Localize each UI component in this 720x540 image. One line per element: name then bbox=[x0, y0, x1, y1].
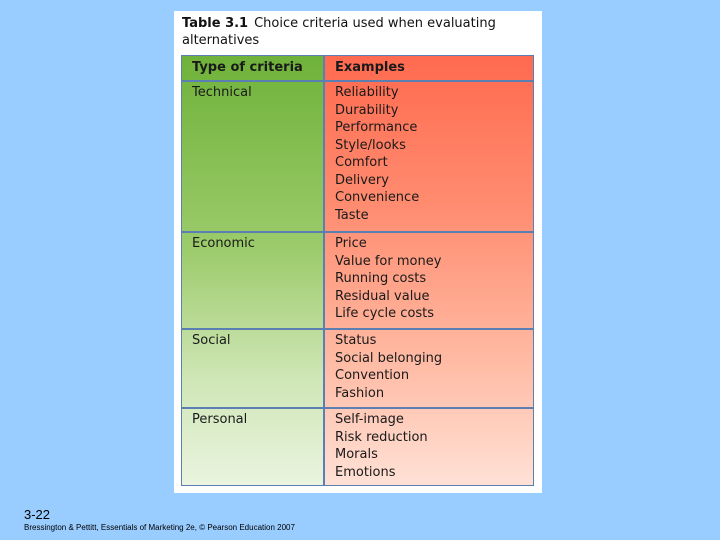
example-item: Delivery bbox=[335, 172, 389, 188]
header-divider bbox=[182, 80, 533, 82]
table-title: Table 3.1 Choice criteria used when evalu… bbox=[182, 15, 532, 49]
row-examples-technical: Reliability Durability Performance Style… bbox=[335, 84, 419, 224]
example-item: Fashion bbox=[335, 385, 385, 401]
row-divider bbox=[182, 231, 533, 233]
example-item: Taste bbox=[335, 207, 369, 223]
example-item: Convenience bbox=[335, 190, 420, 205]
example-item: Emotions bbox=[335, 464, 396, 480]
criteria-table: Type of criteria Examples Technical Reli… bbox=[181, 55, 534, 486]
examples-column bbox=[324, 56, 533, 485]
type-column bbox=[182, 56, 324, 485]
table-number: Table 3.1 bbox=[182, 16, 249, 31]
slide-number: 3-22 bbox=[24, 507, 51, 522]
table-caption: Choice criteria used when evaluating alt… bbox=[182, 16, 496, 48]
header-examples: Examples bbox=[335, 60, 405, 75]
row-examples-personal: Self-image Risk reduction Morals Emotion… bbox=[335, 411, 428, 481]
example-item: Residual value bbox=[335, 288, 430, 304]
row-type-social: Social bbox=[192, 333, 231, 348]
example-item: Running costs bbox=[335, 271, 427, 286]
row-type-personal: Personal bbox=[192, 412, 248, 427]
table-card: Table 3.1 Choice criteria used when evalu… bbox=[174, 11, 542, 493]
footer-citation: Bressington & Pettitt, Essentials of Mar… bbox=[24, 523, 295, 532]
example-item: Risk reduction bbox=[335, 429, 428, 445]
row-type-economic: Economic bbox=[192, 236, 255, 251]
example-item: Status bbox=[335, 333, 377, 348]
example-item: Performance bbox=[335, 120, 418, 135]
example-item: Reliability bbox=[335, 85, 399, 100]
row-examples-economic: Price Value for money Running costs Resi… bbox=[335, 235, 441, 323]
row-divider bbox=[182, 407, 533, 409]
row-divider bbox=[182, 328, 533, 330]
example-item: Life cycle costs bbox=[335, 306, 435, 321]
row-type-technical: Technical bbox=[192, 85, 252, 100]
example-item: Price bbox=[335, 236, 367, 251]
example-item: Durability bbox=[335, 102, 399, 118]
example-item: Convention bbox=[335, 368, 410, 383]
column-divider bbox=[323, 56, 325, 485]
example-item: Morals bbox=[335, 447, 378, 462]
example-item: Value for money bbox=[335, 253, 442, 269]
row-examples-social: Status Social belonging Convention Fashi… bbox=[335, 332, 442, 402]
example-item: Social belonging bbox=[335, 350, 443, 366]
example-item: Self-image bbox=[335, 412, 404, 427]
example-item: Comfort bbox=[335, 155, 388, 170]
example-item: Style/looks bbox=[335, 137, 406, 153]
header-type: Type of criteria bbox=[192, 60, 303, 75]
